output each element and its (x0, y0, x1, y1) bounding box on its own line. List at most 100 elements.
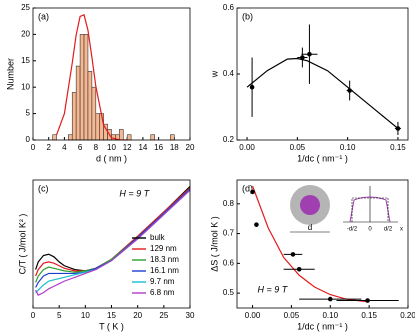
y-tick-label: 0.2 (223, 135, 235, 144)
x-tick-label: 0.10 (322, 311, 338, 320)
inset-core (300, 195, 320, 215)
x-tick-label: 4 (62, 143, 67, 152)
x-tick-label: 18 (170, 143, 179, 152)
point (300, 55, 305, 60)
point (307, 51, 312, 57)
legend-label: bulk (150, 233, 166, 242)
point (296, 267, 302, 272)
annotation: H = 9 T (119, 188, 150, 198)
y-tick-label: 0.6 (223, 3, 235, 12)
plot-frame (236, 179, 409, 309)
series-line (35, 187, 191, 277)
bar (79, 34, 85, 141)
inset-profile (349, 196, 391, 223)
x-tick-label: 20 (133, 311, 142, 320)
inset-label: d (308, 223, 312, 232)
x-tick-label: 0.05 (284, 311, 300, 320)
y-tick-label: 15 (21, 56, 30, 65)
y-tick-label: 20 (21, 30, 30, 39)
y-tick-label: 0 (26, 135, 31, 144)
bar (68, 134, 73, 141)
plot-frame (236, 7, 409, 141)
x-tick-label: 20 (186, 143, 195, 152)
point (327, 296, 333, 302)
y-axis-label: C/T ( J/mol K² ) (17, 214, 27, 275)
point (365, 298, 370, 303)
panel-label: (b) (242, 11, 253, 21)
x-axis-label: d ( nm ) (96, 153, 127, 163)
panel-label: (a) (38, 11, 49, 21)
x-tick-label: 16 (154, 143, 163, 152)
x-tick-label: 0.15 (361, 311, 377, 320)
x-axis-label: 1/dc ( nm⁻¹ ) (297, 153, 348, 163)
x-tick-label: 6 (78, 143, 83, 152)
y-tick-label: 0.5 (223, 288, 235, 297)
bar (75, 65, 81, 141)
y-tick-label: 0.4 (223, 69, 235, 78)
x-tick-label: 0 (31, 143, 36, 152)
x-tick-label: 25 (159, 311, 168, 320)
annotation: H = 9 T (258, 284, 289, 294)
y-axis-label: Number (5, 58, 15, 90)
x-tick-label: 14 (138, 143, 147, 152)
point (395, 126, 401, 131)
bar (150, 134, 155, 141)
legend-label: 9.7 nm (150, 277, 175, 286)
bar (91, 86, 97, 141)
legend-label: 129 nm (150, 244, 177, 253)
y-tick-label: 10 (21, 82, 30, 91)
x-axis-label: T ( K ) (99, 321, 124, 331)
point (249, 84, 255, 90)
y-tick-label: 0.8 (223, 199, 235, 208)
panel-label: (c) (38, 183, 49, 193)
legend-label: 16.1 nm (150, 266, 179, 275)
plot-frame (32, 7, 191, 141)
x-tick-label: 0.05 (290, 143, 306, 152)
y-axis-label: w (209, 70, 219, 78)
bar (87, 71, 93, 141)
inset-label: x (400, 227, 403, 233)
point (347, 88, 352, 93)
x-tick-label: 12 (123, 143, 132, 152)
bar (83, 34, 89, 141)
y-tick-label: 5 (26, 109, 31, 118)
y-tick-label: 25 (21, 3, 30, 12)
x-tick-label: 0 (31, 311, 36, 320)
bar (95, 113, 101, 141)
point (254, 222, 259, 227)
bar (170, 134, 175, 141)
x-axis-label: 1/dc ( nm⁻¹ ) (297, 321, 348, 331)
x-tick-label: 8 (94, 143, 99, 152)
x-tick-label: 10 (107, 143, 116, 152)
y-tick-label: 0.7 (223, 229, 235, 238)
panel-label: (d) (242, 183, 253, 193)
inset-label: d/2 (384, 227, 393, 233)
inset-label: 0 (368, 227, 372, 233)
x-tick-label: 0.00 (239, 143, 255, 152)
series-line (35, 188, 191, 288)
fit-curve (55, 14, 128, 141)
x-tick-label: 10 (81, 311, 90, 320)
y-axis-label: ΔS ( J/mol K ) (209, 216, 219, 272)
inset-profile (351, 197, 389, 222)
x-tick-label: 0.00 (245, 311, 261, 320)
fit-curve (246, 57, 399, 129)
bar (71, 92, 77, 141)
x-tick-label: 0.10 (340, 143, 356, 152)
fit-curve (251, 185, 370, 303)
bar (119, 129, 124, 141)
x-tick-label: 15 (107, 311, 116, 320)
x-tick-label: 0.15 (390, 143, 406, 152)
bar (52, 134, 57, 141)
x-tick-label: 0.20 (400, 311, 415, 320)
legend-label: 18.3 nm (150, 255, 179, 264)
series-line (35, 189, 191, 296)
bar (126, 134, 132, 141)
x-tick-label: 30 (186, 311, 195, 320)
plot-frame (32, 179, 191, 309)
point (250, 189, 255, 195)
legend-label: 6.8 nm (150, 288, 175, 297)
inset-label: -d/2 (347, 227, 358, 233)
x-tick-label: 2 (46, 143, 51, 152)
